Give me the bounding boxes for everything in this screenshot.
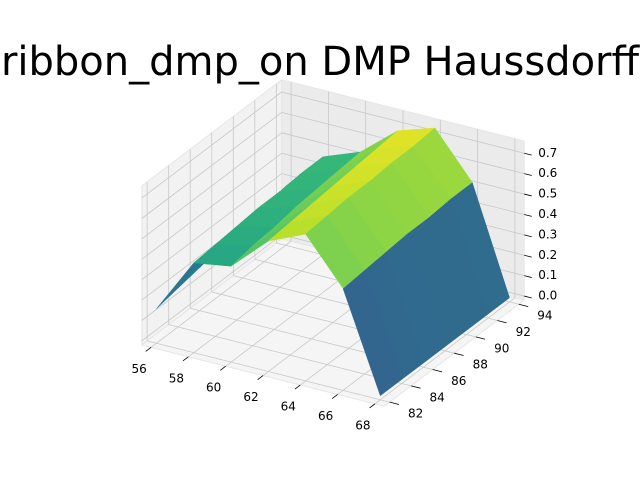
grid-line — [141, 152, 282, 260]
tick-mark — [497, 320, 507, 324]
x-tick-label: 60 — [206, 381, 221, 395]
tick-mark — [524, 152, 532, 156]
tick-mark — [518, 303, 529, 307]
z-tick-label: 0.5 — [538, 187, 557, 201]
y-tick-label: 86 — [451, 374, 466, 388]
grid-line — [147, 340, 390, 403]
grid-line — [141, 234, 282, 342]
z-tick-label: 0.2 — [538, 248, 557, 262]
y-tick-label: 88 — [473, 358, 488, 372]
tick-mark — [145, 347, 152, 352]
tick-mark — [524, 254, 532, 258]
tick-mark — [524, 214, 532, 217]
tick-mark — [524, 275, 532, 278]
grid-line — [141, 173, 282, 281]
z-tick-label: 0.7 — [538, 146, 557, 160]
y-tick-label: 94 — [537, 309, 552, 323]
chart-title: ribbon_dmp_on DMP Haussdorff — [1, 39, 640, 85]
grid-line — [141, 132, 282, 240]
x-tick-label: 68 — [355, 418, 370, 432]
x-tick-label: 66 — [318, 409, 333, 423]
x-tick-label: 64 — [281, 400, 296, 414]
tick-mark — [524, 234, 532, 238]
grid-line — [141, 91, 282, 199]
tick-mark — [432, 369, 443, 373]
tick-mark — [524, 193, 532, 197]
grid-line — [168, 324, 412, 387]
tick-mark — [389, 401, 400, 405]
z-tick-label: 0.4 — [538, 207, 557, 221]
x-tick-label: 58 — [169, 371, 184, 385]
tick-mark — [524, 295, 532, 299]
y-tick-label: 82 — [408, 407, 423, 421]
tick-mark — [331, 394, 338, 399]
tick-mark — [182, 356, 189, 362]
y-tick-label: 84 — [430, 390, 445, 404]
z-tick-label: 0.6 — [538, 166, 557, 180]
z-tick-label: 0.0 — [538, 289, 557, 303]
tick-mark — [475, 336, 486, 340]
z-tick-label: 0.3 — [538, 227, 557, 241]
surface-face — [305, 215, 365, 289]
grid-line — [281, 91, 525, 154]
tick-mark — [524, 173, 532, 176]
grid-line — [141, 112, 282, 219]
tick-mark — [411, 385, 421, 389]
z-tick-label: 0.1 — [538, 268, 557, 282]
y-tick-label: 90 — [494, 341, 509, 355]
tick-mark — [257, 375, 264, 381]
x-tick-label: 56 — [131, 362, 146, 376]
tick-mark — [220, 365, 226, 371]
x-tick-label: 62 — [243, 390, 258, 404]
tick-mark — [369, 403, 376, 409]
y-tick-label: 92 — [516, 325, 531, 339]
tick-mark — [454, 352, 464, 356]
tick-mark — [294, 384, 301, 390]
